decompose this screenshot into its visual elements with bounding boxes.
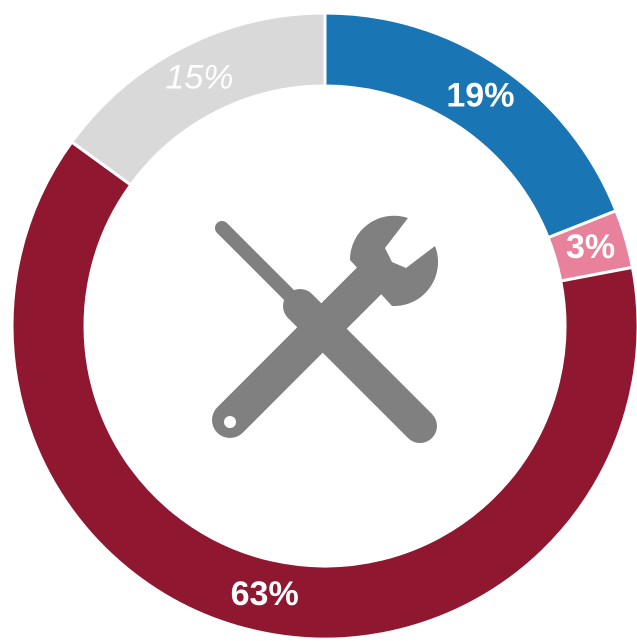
donut-segment [10,139,637,641]
donut-segment [69,11,327,188]
donut-segment [323,11,618,240]
wrench-handle [212,262,388,438]
segments [10,11,637,641]
data-label: 15% [165,59,233,97]
screwdriver-shaft [215,221,307,313]
wrench-hole [224,416,236,428]
data-label: 3% [566,228,615,266]
data-label: 63% [231,575,299,613]
tools-icon [212,215,439,443]
wrench-head [349,215,439,307]
data-label: 19% [446,76,514,114]
labels: 19% 3% 63% 15% [165,59,615,613]
